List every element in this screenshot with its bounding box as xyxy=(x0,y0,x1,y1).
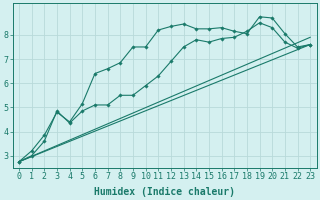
X-axis label: Humidex (Indice chaleur): Humidex (Indice chaleur) xyxy=(94,186,235,197)
